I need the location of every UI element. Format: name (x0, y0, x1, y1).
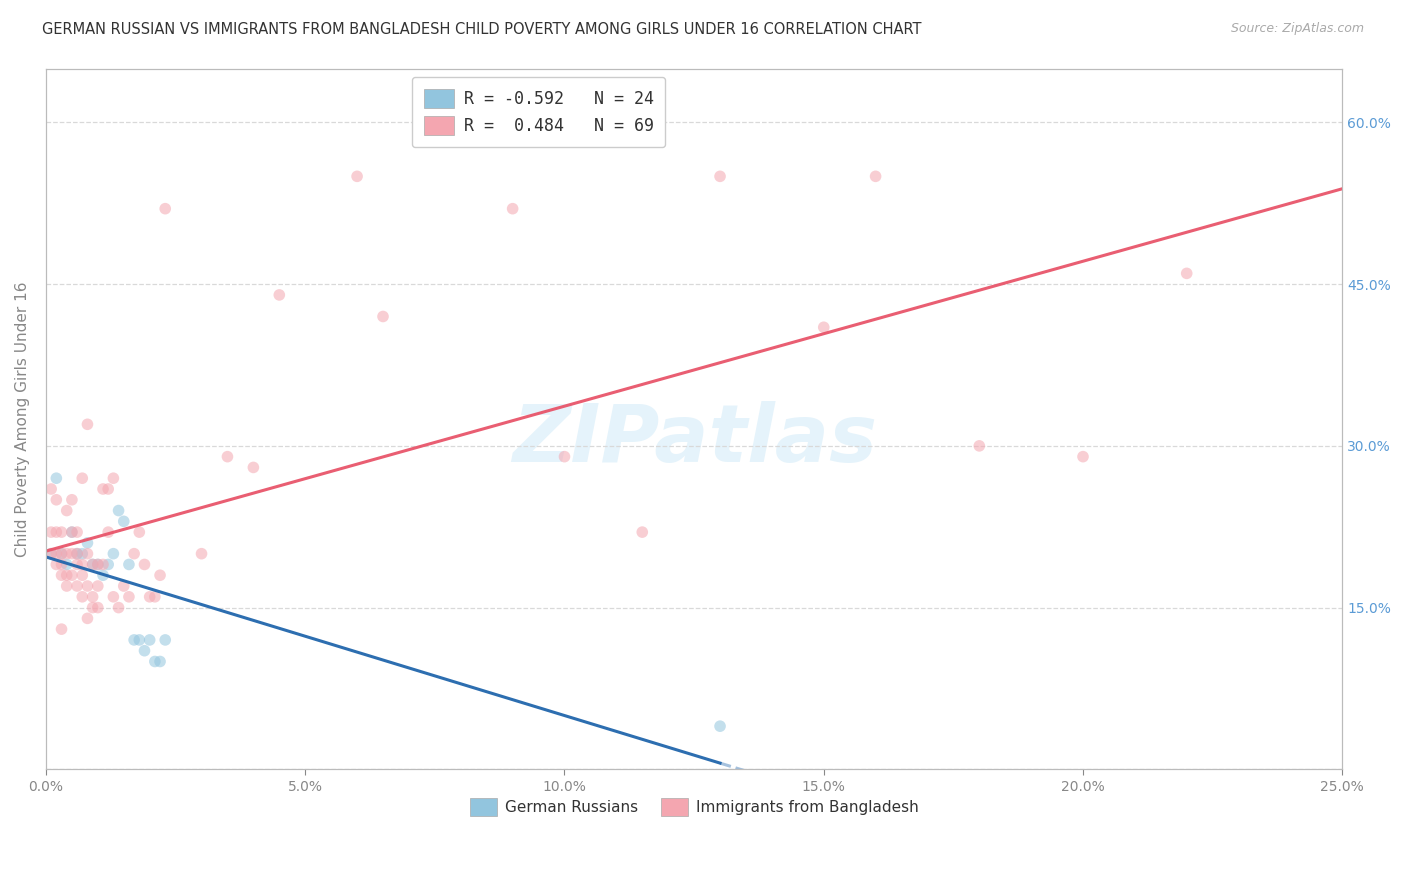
Point (45, 525, 67, 540)
Y-axis label: Child Poverty Among Girls Under 16: Child Poverty Among Girls Under 16 (15, 281, 30, 557)
Point (72, 471, 94, 485)
Point (103, 547, 125, 561)
Point (72, 590, 94, 604)
Point (149, 655, 172, 669)
Point (128, 525, 150, 540)
Point (55, 579, 77, 593)
Point (128, 632, 150, 647)
Point (122, 547, 145, 561)
Point (45, 471, 67, 485)
Text: ZIPatlas: ZIPatlas (512, 401, 876, 479)
Point (134, 558, 156, 572)
Point (55, 503, 77, 517)
Point (39, 525, 62, 540)
Point (51, 547, 73, 561)
Point (76, 417, 98, 432)
Point (66, 579, 89, 593)
Point (97, 525, 120, 540)
Legend: German Russians, Immigrants from Bangladesh: German Russians, Immigrants from Banglad… (460, 789, 928, 825)
Point (103, 471, 125, 485)
Point (72, 568, 94, 582)
Point (107, 503, 129, 517)
Text: GERMAN RUSSIAN VS IMMIGRANTS FROM BANGLADESH CHILD POVERTY AMONG GIRLS UNDER 16 : GERMAN RUSSIAN VS IMMIGRANTS FROM BANGLA… (42, 22, 922, 37)
Point (112, 579, 135, 593)
Point (269, 288, 291, 302)
Point (66, 558, 89, 572)
Point (45, 558, 67, 572)
Point (138, 590, 160, 604)
Point (91, 558, 114, 572)
Point (813, 320, 835, 334)
Point (45, 492, 67, 507)
Point (709, 169, 731, 184)
Point (103, 590, 125, 604)
Point (242, 460, 264, 475)
Point (39, 482, 62, 496)
Point (82, 558, 104, 572)
Point (82, 590, 104, 604)
Point (631, 525, 654, 540)
Point (87, 579, 110, 593)
Point (39, 547, 62, 561)
Point (76, 611, 98, 625)
Point (371, 310, 394, 324)
Point (51, 547, 73, 561)
Point (51, 525, 73, 540)
Point (155, 632, 177, 647)
Text: Source: ZipAtlas.com: Source: ZipAtlas.com (1230, 22, 1364, 36)
Point (72, 558, 94, 572)
Point (87, 558, 110, 572)
Point (134, 643, 156, 657)
Point (118, 590, 141, 604)
Point (55, 558, 77, 572)
Point (217, 450, 239, 464)
Point (66, 547, 89, 561)
Point (76, 536, 98, 550)
Point (91, 568, 114, 582)
Point (155, 202, 177, 216)
Point (87, 558, 110, 572)
Point (143, 590, 166, 604)
Point (60, 492, 83, 507)
Point (91, 482, 114, 496)
Point (60, 525, 83, 540)
Point (51, 568, 73, 582)
Point (118, 558, 141, 572)
Point (138, 632, 160, 647)
Point (39, 547, 62, 561)
Point (87, 600, 110, 615)
Point (1071, 450, 1094, 464)
Point (865, 169, 887, 184)
Point (97, 558, 120, 572)
Point (82, 558, 104, 572)
Point (969, 439, 991, 453)
Point (72, 547, 94, 561)
Point (45, 547, 67, 561)
Point (107, 600, 129, 615)
Point (66, 547, 89, 561)
Point (66, 525, 89, 540)
Point (51, 622, 73, 636)
Point (553, 450, 575, 464)
Point (76, 579, 98, 593)
Point (122, 632, 145, 647)
Point (149, 568, 172, 582)
Point (346, 169, 368, 184)
Point (709, 719, 731, 733)
Point (55, 547, 77, 561)
Point (82, 600, 104, 615)
Point (76, 547, 98, 561)
Point (502, 202, 524, 216)
Point (60, 568, 83, 582)
Point (112, 514, 135, 528)
Point (51, 558, 73, 572)
Point (143, 655, 166, 669)
Point (60, 547, 83, 561)
Point (55, 568, 77, 582)
Point (97, 482, 120, 496)
Point (1175, 266, 1198, 280)
Point (190, 547, 212, 561)
Point (60, 525, 83, 540)
